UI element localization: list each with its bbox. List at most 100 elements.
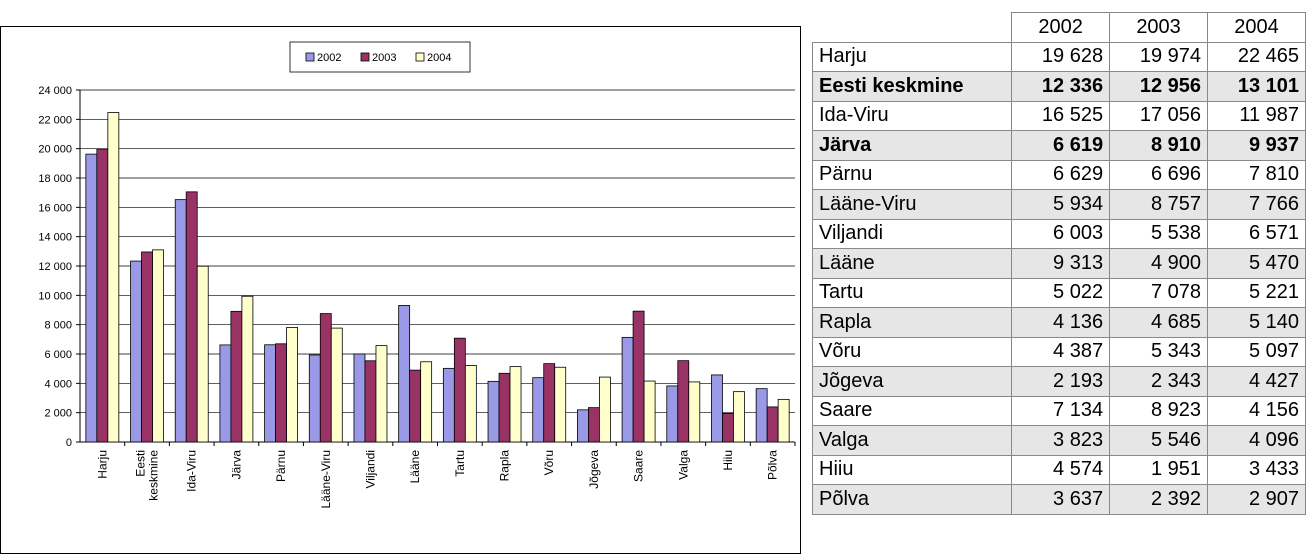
legend-frame [289, 41, 471, 73]
table-cell: 8 757 [1109, 189, 1209, 220]
y-tick-label: 0 [66, 437, 72, 449]
row-label: Tartu [811, 277, 1013, 308]
x-tick-label: Eestikeskmine [134, 450, 161, 501]
bar [464, 365, 477, 443]
table-row: Ida-Viru 16 525 17 056 11 987 [811, 100, 1306, 131]
table-cell: 12 336 [1011, 71, 1111, 102]
legend-swatch [360, 52, 370, 62]
table-row: Tartu 5 022 7 078 5 221 [811, 277, 1306, 308]
table-cell: 4 685 [1109, 307, 1209, 338]
bar [532, 377, 545, 443]
y-tick-label: 6 000 [44, 349, 72, 361]
table-header-row: 2002 2003 2004 [812, 12, 1306, 43]
x-tick-label: Ida-Viru [185, 450, 199, 492]
bar [498, 372, 511, 443]
bar [319, 313, 332, 443]
table-cell: 5 022 [1011, 277, 1111, 308]
table-cell: 8 923 [1109, 395, 1209, 426]
table-cell: 4 156 [1207, 395, 1306, 426]
table-cell: 19 974 [1109, 41, 1209, 72]
bar [621, 336, 634, 443]
table-corner [812, 12, 1013, 43]
row-label: Lääne [811, 248, 1013, 279]
table-cell: 4 096 [1207, 425, 1306, 456]
row-label: Viljandi [811, 218, 1013, 249]
column-header: 2003 [1109, 12, 1209, 43]
y-tick-label: 4 000 [44, 378, 72, 390]
table-cell: 3 433 [1207, 454, 1306, 485]
bar [275, 343, 287, 443]
x-tick-label: Pärnu [274, 450, 288, 482]
x-tick-label: Rapla [498, 450, 512, 482]
table-cell: 19 628 [1011, 41, 1111, 72]
row-label: Valga [811, 425, 1013, 456]
table-cell: 22 465 [1207, 41, 1306, 72]
table-cell: 2 193 [1011, 366, 1111, 397]
table-cell: 11 987 [1207, 100, 1306, 131]
table-cell: 5 470 [1207, 248, 1306, 279]
table-cell: 7 766 [1207, 189, 1306, 220]
x-tick-label: Jõgeva [587, 450, 601, 489]
table-cell: 1 951 [1109, 454, 1209, 485]
table-cell: 4 427 [1207, 366, 1306, 397]
x-tick-label: Lääne [408, 450, 422, 484]
bar [174, 199, 187, 443]
table-cell: 3 637 [1011, 484, 1111, 515]
legend-label: 2003 [372, 52, 396, 64]
bar [632, 310, 645, 443]
bar [766, 406, 779, 443]
x-tick-label: Hiiu [721, 450, 735, 471]
table-cell: 5 934 [1011, 189, 1111, 220]
table-row: Viljandi 6 003 5 538 6 571 [811, 218, 1306, 249]
bar [509, 366, 522, 443]
bar [398, 305, 411, 443]
table-cell: 2 907 [1207, 484, 1306, 515]
y-tick-label: 10 000 [38, 290, 72, 302]
bar [130, 260, 142, 443]
table-row: Eesti keskmine 12 336 12 956 13 101 [811, 71, 1306, 102]
x-tick-label: Saare [632, 450, 646, 482]
bar [96, 148, 109, 443]
table-row: Hiiu 4 574 1 951 3 433 [811, 454, 1306, 485]
column-header: 2002 [1011, 12, 1111, 43]
data-table: 2002 2003 2004 Harju 19 628 19 974 22 465 Eesti… [811, 12, 1306, 515]
legend-label: 2004 [427, 52, 451, 64]
bar [554, 366, 567, 443]
legend-swatch [305, 52, 315, 62]
y-tick-label: 8 000 [44, 320, 72, 332]
table-cell: 5 546 [1109, 425, 1209, 456]
bar [722, 412, 734, 443]
table-cell: 6 696 [1109, 159, 1209, 190]
y-tick-label: 2 000 [44, 408, 72, 420]
bar [543, 363, 556, 443]
table-cell: 5 221 [1207, 277, 1306, 308]
y-tick-label: 22 000 [38, 114, 72, 126]
bar [107, 112, 120, 443]
bar [375, 345, 388, 443]
y-tick-label: 12 000 [38, 261, 72, 273]
bar [330, 327, 343, 443]
row-label: Järva [811, 130, 1013, 161]
bar [286, 327, 298, 443]
table-cell: 3 823 [1011, 425, 1111, 456]
table-cell: 4 900 [1109, 248, 1209, 279]
table-cell: 4 387 [1011, 336, 1111, 367]
table-row: Lääne 9 313 4 900 5 470 [811, 248, 1306, 279]
row-label: Põlva [811, 484, 1013, 515]
row-label: Eesti keskmine [811, 71, 1013, 102]
table-cell: 7 810 [1207, 159, 1306, 190]
table-cell: 2 343 [1109, 366, 1209, 397]
table-row: Valga 3 823 5 546 4 096 [811, 425, 1306, 456]
bar [364, 360, 377, 443]
row-label: Saare [811, 395, 1013, 426]
table-cell: 12 956 [1109, 71, 1209, 102]
bar [230, 310, 243, 443]
bar [152, 249, 164, 443]
bar [442, 367, 455, 443]
bar [677, 360, 690, 443]
bar [733, 391, 745, 443]
bar [219, 344, 232, 443]
table-cell: 6 629 [1011, 159, 1111, 190]
bar [353, 353, 366, 443]
x-tick-label: Järva [229, 450, 243, 480]
